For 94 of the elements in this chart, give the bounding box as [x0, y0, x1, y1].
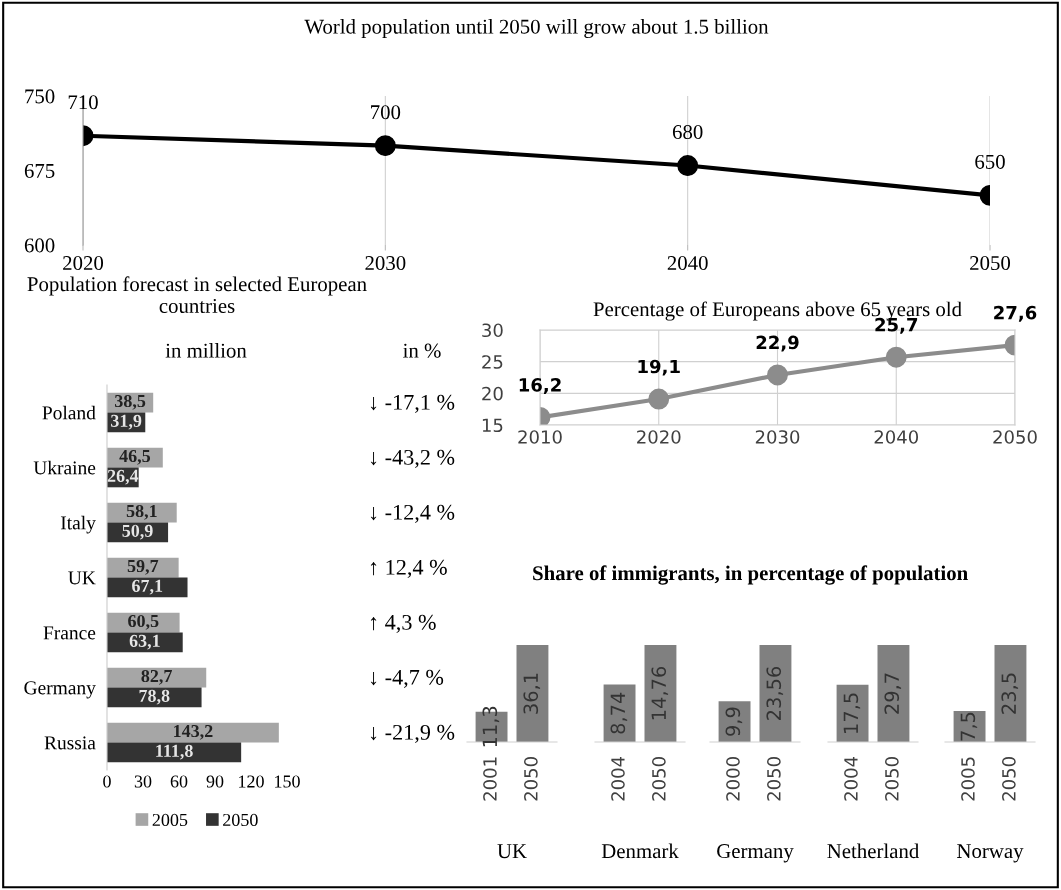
x-tick-label: 2000	[726, 757, 740, 801]
y-tick-label: Italy	[60, 515, 96, 534]
y-tick-label: 25	[482, 355, 503, 369]
text: Share of immigrants, in percentage of population	[533, 565, 968, 585]
point	[767, 364, 788, 386]
text: in million	[165, 343, 247, 358]
data-label: 650	[975, 154, 1005, 169]
x-tick-label: 2005	[961, 757, 975, 801]
x-tick-label: 2050	[885, 757, 899, 801]
x-tick-label: 2010	[518, 430, 562, 444]
legend-label: 2050	[223, 813, 258, 827]
text: ↓ -12,4 %	[370, 504, 455, 524]
data-label: 680	[672, 125, 703, 140]
x-tick-label: 30	[134, 775, 152, 788]
x-tick-label: 2050	[767, 757, 781, 801]
x-axis-title: Denmark	[601, 843, 679, 859]
y-tick-label: 15	[482, 418, 503, 433]
text: ↓ -17,1 %	[370, 394, 455, 414]
x-axis-title: Germany	[717, 844, 794, 863]
data-label: 58,1	[126, 504, 157, 520]
data-label: 50,9	[122, 524, 153, 540]
x-axis-title: Netherland	[827, 843, 920, 859]
data-label: 26,4	[107, 469, 139, 485]
data-label: 27,6	[994, 305, 1037, 322]
x-axis-title: Norway	[957, 844, 1024, 863]
chart-title: Population forecast in selected European countries	[27, 276, 367, 313]
data-label: 7,5	[960, 712, 978, 741]
x-tick-label: 60	[170, 775, 188, 788]
y-tick-label: 600	[24, 238, 55, 253]
bar	[107, 722, 279, 743]
data-label: 63,1	[129, 634, 160, 650]
data-label: 67,1	[132, 579, 163, 595]
data-label: 700	[371, 105, 401, 120]
data-label: 23,5	[1001, 673, 1019, 714]
data-label: 22,9	[756, 335, 799, 352]
data-label: 46,5	[119, 449, 151, 465]
bar	[107, 667, 207, 688]
x-tick-label: 90	[206, 775, 224, 788]
x-tick-label: 2030	[755, 430, 800, 444]
data-label: 31,9	[111, 414, 142, 430]
x-tick-label: 2050	[524, 757, 538, 801]
data-label: 710	[68, 95, 98, 110]
x-tick-label: 2050	[970, 256, 1011, 271]
y-tick-label: Germany	[24, 681, 96, 699]
x-tick-label: 2040	[667, 256, 708, 271]
data-label: 78,8	[139, 689, 170, 705]
x-tick-label: 2001	[483, 757, 497, 801]
text: ↓ -4,7 %	[370, 669, 444, 689]
text: ↓ -21,9 %	[370, 724, 455, 744]
data-label: 19,1	[638, 359, 680, 376]
y-tick-label: 675	[24, 163, 55, 178]
text: in %	[403, 343, 441, 358]
x-tick-label: 2050	[1002, 757, 1016, 801]
x-tick-label: 2030	[365, 256, 406, 271]
x-tick-label: 2020	[637, 430, 681, 444]
data-label: 11,3	[482, 706, 500, 747]
data-label: 38,5	[114, 394, 146, 410]
data-label: 143,2	[174, 724, 213, 740]
y-tick-label: Poland	[42, 405, 96, 420]
data-label: 8,74	[610, 692, 628, 734]
x-tick-label: 2020	[63, 256, 104, 271]
x-tick-label: 120	[239, 775, 264, 788]
x-tick-label: 150	[275, 775, 300, 788]
chart-title: World population until 2050 will grow about 1.5 billion	[304, 19, 769, 38]
data-label: 60,5	[128, 614, 159, 630]
x-tick-label: 2040	[874, 430, 919, 444]
y-tick-label: Russia	[44, 736, 96, 750]
text: ↑ 12,4 %	[370, 559, 447, 579]
data-label: 29,7	[884, 673, 902, 714]
y-tick-label: France	[43, 626, 96, 640]
bar	[107, 557, 179, 578]
text: ↑ 4,3 %	[370, 614, 436, 634]
y-tick-label: Ukraine	[33, 460, 96, 475]
y-tick-label: 20	[482, 386, 503, 401]
x-tick-label: 2050	[652, 757, 666, 801]
x-tick-label: 0	[103, 775, 111, 788]
text: ↓ -43,2 %	[370, 449, 455, 469]
x-axis-title: UK	[497, 844, 527, 859]
y-tick-label: UK	[68, 571, 96, 585]
data-label: 23,56	[766, 666, 784, 720]
data-label: 9,9	[725, 707, 743, 736]
data-label: 59,7	[127, 559, 159, 575]
data-label: 17,5	[843, 693, 861, 733]
data-label: 14,76	[651, 666, 669, 720]
y-tick-label: 30	[482, 323, 503, 338]
data-label: 36,1	[523, 673, 541, 714]
data-label: 16,2	[519, 378, 561, 394]
data-label: 111,8	[156, 744, 193, 760]
y-tick-label: 750	[25, 89, 55, 104]
x-tick-label: 2050	[993, 430, 1037, 444]
x-tick-label: 2004	[844, 756, 858, 801]
x-tick-label: 2004	[611, 756, 625, 801]
data-label: 82,7	[141, 669, 172, 685]
legend-label: 2005	[152, 813, 188, 827]
